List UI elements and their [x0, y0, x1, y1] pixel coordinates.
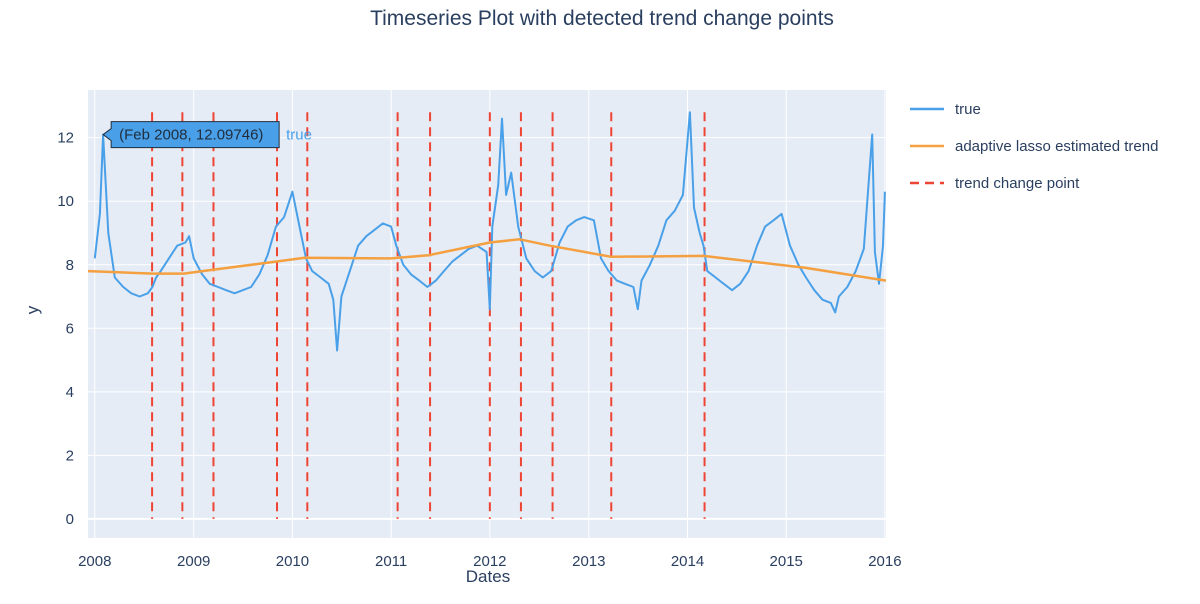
x-tick-label: 2015 [770, 553, 803, 570]
legend-label: adaptive lasso estimated trend [955, 138, 1158, 155]
x-tick-label: 2010 [276, 553, 309, 570]
legend-item[interactable]: trend change point [910, 175, 1080, 192]
hover-tooltip: (Feb 2008, 12.09746) true [102, 121, 312, 149]
trend-change-points [151, 112, 706, 519]
hover-label-box [102, 121, 280, 149]
x-tick-label: 2008 [78, 553, 111, 570]
y-tick-label: 2 [66, 447, 74, 464]
x-tick-label: 2012 [473, 553, 506, 570]
x-tick-label: 2009 [177, 553, 210, 570]
series-true-line[interactable] [93, 111, 886, 352]
legend-label: trend change point [955, 175, 1080, 192]
legend-label: true [955, 101, 981, 118]
series-trend-line[interactable] [87, 238, 887, 282]
y-tick-label: 8 [66, 257, 74, 274]
x-tick-label: 2016 [868, 553, 901, 570]
chart-title: Timeseries Plot with detected trend chan… [370, 7, 834, 30]
x-tick-label: 2014 [671, 553, 704, 570]
series-lines [87, 111, 887, 352]
x-axis-label: Dates [466, 567, 510, 586]
legend-item[interactable]: adaptive lasso estimated trend [910, 138, 1158, 155]
y-axis-label: y [23, 305, 42, 314]
plot-area[interactable] [88, 90, 886, 538]
y-tick-label: 12 [57, 130, 74, 147]
y-tick-label: 6 [66, 320, 74, 337]
y-tick-label: 10 [57, 193, 74, 210]
hover-series-name: true [286, 127, 312, 144]
x-axis-ticks: 2008 2009 2010 2011 2012 2013 2014 2015 2016 [78, 553, 902, 570]
hover-label-text: (Feb 2008, 12.09746) [119, 127, 263, 144]
legend-item[interactable]: true [910, 101, 981, 118]
legend: true adaptive lasso estimated trend trend … [910, 101, 1158, 192]
y-tick-label: 4 [66, 384, 74, 401]
y-tick-label: 0 [66, 511, 74, 528]
y-axis-ticks: 0 2 4 6 8 10 12 [57, 130, 74, 528]
x-tick-label: 2013 [572, 553, 605, 570]
x-tick-label: 2011 [375, 553, 407, 570]
